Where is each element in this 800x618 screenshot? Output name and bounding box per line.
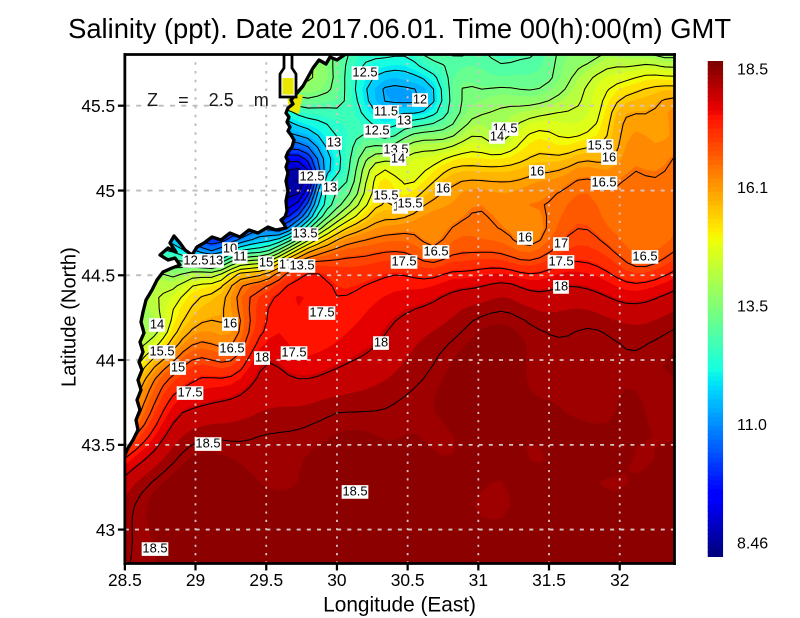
- svg-text:12: 12: [413, 91, 427, 106]
- svg-text:16: 16: [602, 149, 616, 164]
- svg-text:45: 45: [96, 181, 115, 201]
- svg-text:14: 14: [391, 150, 405, 165]
- svg-text:18.5: 18.5: [342, 483, 367, 498]
- svg-text:17.5: 17.5: [281, 344, 306, 359]
- svg-text:8.46: 8.46: [737, 536, 768, 553]
- svg-text:45.5: 45.5: [81, 96, 115, 116]
- svg-text:11: 11: [233, 248, 246, 263]
- svg-text:15: 15: [171, 359, 185, 374]
- svg-text:16: 16: [518, 229, 532, 244]
- svg-text:32: 32: [610, 570, 629, 590]
- svg-text:16.5: 16.5: [219, 340, 244, 355]
- svg-text:12.5: 12.5: [352, 64, 377, 79]
- svg-text:13: 13: [327, 134, 341, 149]
- svg-text:17.5: 17.5: [548, 253, 573, 268]
- svg-text:16.5: 16.5: [632, 248, 657, 263]
- svg-text:16: 16: [530, 163, 544, 178]
- svg-text:30: 30: [327, 570, 346, 590]
- svg-text:13.5: 13.5: [292, 225, 317, 240]
- svg-text:18: 18: [554, 278, 568, 293]
- svg-text:15: 15: [259, 254, 273, 269]
- svg-text:13.5: 13.5: [737, 299, 768, 316]
- svg-text:16: 16: [223, 315, 237, 330]
- svg-text:14: 14: [150, 316, 164, 331]
- svg-text:13: 13: [323, 179, 337, 194]
- svg-text:13: 13: [209, 252, 223, 267]
- svg-text:14: 14: [490, 128, 504, 143]
- svg-text:16: 16: [436, 180, 450, 195]
- svg-text:11.0: 11.0: [737, 417, 767, 434]
- svg-text:30.5: 30.5: [391, 570, 425, 590]
- svg-text:18: 18: [255, 349, 269, 364]
- svg-text:Latitude (North): Latitude (North): [58, 247, 80, 387]
- svg-text:15.5: 15.5: [397, 195, 422, 210]
- svg-text:11.5: 11.5: [374, 103, 398, 118]
- svg-text:18.5: 18.5: [195, 435, 220, 450]
- svg-text:17.5: 17.5: [309, 304, 334, 319]
- svg-text:13: 13: [397, 112, 411, 127]
- svg-text:18.5: 18.5: [142, 540, 167, 555]
- svg-text:31: 31: [469, 570, 488, 590]
- svg-text:28.5: 28.5: [108, 570, 142, 590]
- svg-text:44: 44: [96, 350, 116, 370]
- svg-text:16.5: 16.5: [423, 243, 448, 258]
- svg-text:18: 18: [374, 334, 388, 349]
- svg-text:Z = 2.5 m: Z = 2.5 m: [147, 90, 269, 110]
- svg-text:18.5: 18.5: [737, 62, 768, 79]
- svg-text:16.1: 16.1: [737, 180, 768, 197]
- svg-text:16.5: 16.5: [591, 174, 616, 189]
- svg-text:15.5: 15.5: [587, 137, 612, 152]
- svg-text:Salinity (ppt). Date 2017.06.0: Salinity (ppt). Date 2017.06.01. Time 00…: [68, 13, 731, 44]
- svg-text:15.5: 15.5: [373, 187, 398, 202]
- svg-text:29.5: 29.5: [249, 570, 283, 590]
- svg-text:29: 29: [186, 570, 205, 590]
- svg-text:Longitude (East): Longitude (East): [323, 593, 476, 616]
- svg-text:15.5: 15.5: [149, 343, 174, 358]
- svg-text:17.5: 17.5: [391, 253, 416, 268]
- svg-text:12.5: 12.5: [299, 168, 324, 183]
- svg-text:31.5: 31.5: [532, 570, 566, 590]
- svg-text:12.5: 12.5: [364, 122, 389, 137]
- svg-text:17.5: 17.5: [177, 384, 202, 399]
- svg-text:43.5: 43.5: [81, 435, 115, 455]
- svg-text:12.5: 12.5: [183, 252, 208, 267]
- svg-text:43: 43: [96, 520, 115, 540]
- svg-text:44.5: 44.5: [81, 266, 115, 286]
- svg-text:17: 17: [554, 235, 568, 250]
- svg-text:13.5: 13.5: [289, 257, 314, 272]
